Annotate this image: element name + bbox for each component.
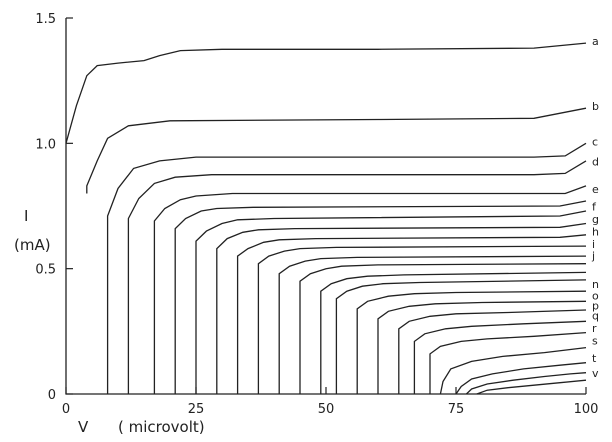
curve-label-g: g	[592, 213, 599, 226]
curve-w	[476, 379, 587, 395]
y-axis-unit: (mA)	[14, 236, 51, 254]
curve-label-p: p	[592, 300, 599, 313]
curve-h	[216, 222, 587, 394]
y-axis-label: I	[24, 207, 28, 225]
curve-u	[455, 362, 587, 395]
curve-k	[278, 255, 587, 394]
curve-label-j: j	[591, 249, 595, 262]
curve-d	[127, 160, 587, 394]
curve-t	[439, 346, 587, 395]
curve-label-v: v	[592, 367, 599, 380]
axis-titles: V ( microvolt) I (mA)	[14, 207, 205, 436]
curve-s	[429, 331, 587, 394]
curve-f	[174, 200, 587, 394]
curves	[65, 42, 587, 395]
x-tick-label: 0	[62, 402, 70, 417]
y-tick-label: 1.5	[35, 12, 56, 27]
curve-label-h: h	[592, 226, 599, 239]
curve-v	[465, 372, 587, 395]
y-tick-label: 1.0	[35, 137, 56, 152]
x-tick-label: 100	[574, 402, 599, 417]
curve-label-c: c	[592, 135, 598, 148]
curve-c	[106, 142, 587, 394]
curve-label-d: d	[592, 155, 599, 168]
curve-label-f: f	[592, 201, 597, 214]
x-tick-label: 25	[188, 402, 205, 417]
curve-n	[335, 279, 587, 394]
curve-label-s: s	[592, 335, 598, 348]
curve-label-a: a	[592, 35, 599, 48]
curve-e	[153, 185, 587, 394]
curve-a	[65, 42, 587, 144]
curve-q	[398, 309, 587, 394]
curve-label-n: n	[592, 278, 599, 291]
ticks: 0 25 50 75 100 0 0.5 1.0 1.5	[35, 12, 598, 417]
curve-l	[299, 263, 587, 394]
curve-o	[356, 290, 587, 394]
curve-r	[413, 320, 587, 394]
curve-label-o: o	[592, 289, 599, 302]
x-tick-label: 75	[448, 402, 465, 417]
x-axis-label: V	[78, 418, 89, 436]
curve-label-t: t	[592, 352, 597, 365]
curve-label-i: i	[592, 238, 595, 251]
y-tick-label: 0.5	[35, 263, 56, 278]
curve-g	[195, 210, 587, 394]
x-tick-label: 50	[318, 402, 335, 417]
curve-label-e: e	[592, 183, 599, 196]
curve-p	[377, 300, 587, 394]
y-tick-label: 0	[48, 388, 56, 403]
curve-label-r: r	[592, 322, 597, 335]
curve-j	[257, 245, 587, 394]
curve-label-q: q	[592, 310, 599, 323]
x-axis-unit: ( microvolt)	[118, 418, 205, 436]
curve-b	[86, 107, 587, 194]
curve-i	[236, 234, 587, 394]
curve-label-b: b	[592, 100, 599, 113]
curve-m	[320, 271, 587, 394]
